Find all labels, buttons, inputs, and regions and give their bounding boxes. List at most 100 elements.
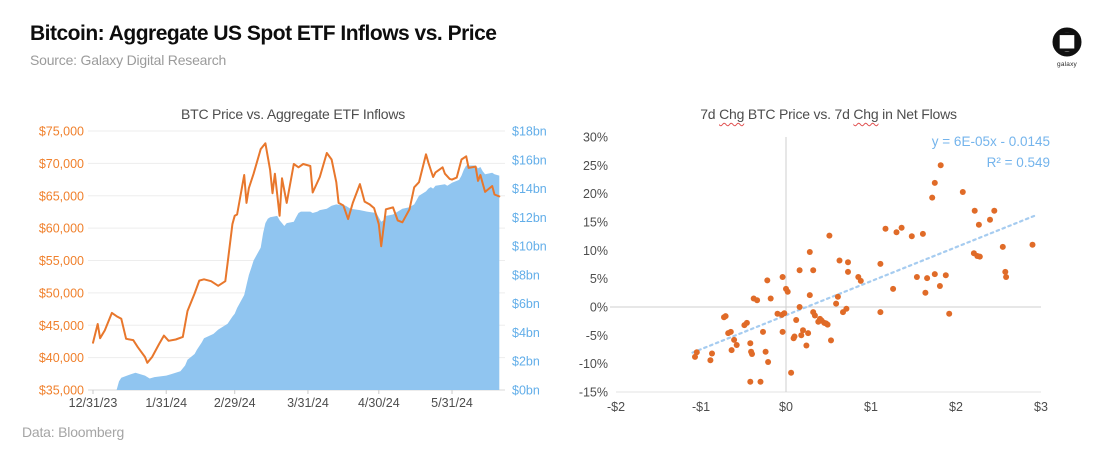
svg-text:-5%: -5% xyxy=(586,329,608,343)
svg-text:12/31/23: 12/31/23 xyxy=(69,396,118,410)
scatter-point xyxy=(793,317,800,323)
scatter-point xyxy=(693,349,700,356)
svg-text:1/31/24: 1/31/24 xyxy=(145,396,187,410)
svg-text:-$2: -$2 xyxy=(607,400,625,414)
etf-inflows-area xyxy=(93,165,500,390)
scatter-point xyxy=(991,207,998,214)
scatter-point xyxy=(1029,241,1036,248)
scatter-point xyxy=(707,357,714,364)
scatter-point xyxy=(922,289,929,296)
scatter-point xyxy=(937,162,944,169)
svg-text:$10bn: $10bn xyxy=(512,240,547,254)
trendline-equation-annotation: y = 6E-05x - 0.0145 R² = 0.549 xyxy=(838,131,1050,173)
scatter-point xyxy=(798,332,805,339)
scatter-point xyxy=(959,189,966,195)
galaxy-logo-label: galaxy xyxy=(1057,61,1077,68)
scatter-point xyxy=(942,272,949,279)
svg-text:$55,000: $55,000 xyxy=(39,254,84,268)
svg-text:$3: $3 xyxy=(1034,400,1048,414)
scatter-point xyxy=(754,297,761,304)
line-chart-title: BTC Price vs. Aggregate ETF Inflows xyxy=(180,106,406,122)
svg-text:$75,000: $75,000 xyxy=(39,125,84,139)
scatter-point xyxy=(975,221,982,228)
svg-text:$70,000: $70,000 xyxy=(39,157,84,171)
scatter-point xyxy=(764,277,771,284)
trendline xyxy=(691,214,1036,354)
scatter-point xyxy=(803,342,810,349)
scatter-point xyxy=(936,283,943,289)
scatter-point xyxy=(757,378,764,385)
svg-text:4/30/24: 4/30/24 xyxy=(358,396,400,410)
scatter-point xyxy=(800,327,806,334)
scatter-point xyxy=(833,300,840,307)
svg-text:$0bn: $0bn xyxy=(512,384,540,398)
scatter-point xyxy=(791,333,798,340)
scatter-point xyxy=(806,292,813,299)
scatter-point xyxy=(845,259,851,266)
scatter-chart-title: 7d Chg BTC Price vs. 7d Chg in Net Flows xyxy=(606,106,1051,122)
scatter-point xyxy=(722,313,729,320)
svg-text:$2bn: $2bn xyxy=(512,355,540,369)
scatter-point xyxy=(836,257,843,264)
svg-text:$4bn: $4bn xyxy=(512,326,540,340)
title-part: BTC Price vs. 7d xyxy=(744,106,854,122)
scatter-point xyxy=(779,274,786,280)
svg-text:$18bn: $18bn xyxy=(512,125,547,139)
scatter-point xyxy=(743,319,750,326)
scatter-point xyxy=(976,253,983,260)
scatter-point xyxy=(843,305,850,312)
svg-text:10%: 10% xyxy=(583,244,608,258)
galaxy-logo: galaxy xyxy=(1048,26,1086,68)
svg-text:$8bn: $8bn xyxy=(512,268,540,282)
scatter-point xyxy=(893,229,900,236)
trendline-equation: y = 6E-05x - 0.0145 xyxy=(931,134,1050,149)
scatter-point xyxy=(811,312,818,319)
title-part-spellcheck: Chg xyxy=(719,106,745,122)
scatter-point xyxy=(987,216,993,223)
circle-square-logo-icon xyxy=(1052,27,1082,57)
scatter-point xyxy=(806,249,813,255)
scatter-point xyxy=(728,347,735,354)
scatter-point xyxy=(890,285,897,292)
svg-text:20%: 20% xyxy=(583,187,608,201)
svg-text:3/31/24: 3/31/24 xyxy=(287,396,329,410)
scatter-point xyxy=(796,267,803,274)
scatter-point xyxy=(796,304,803,310)
svg-text:0%: 0% xyxy=(590,301,608,315)
svg-text:$60,000: $60,000 xyxy=(39,222,84,236)
scatter-point xyxy=(877,309,884,316)
scatter-point xyxy=(1002,268,1009,275)
scatter-point xyxy=(828,337,834,344)
svg-text:$65,000: $65,000 xyxy=(39,189,84,203)
svg-text:$45,000: $45,000 xyxy=(39,319,84,333)
scatter-point xyxy=(946,310,953,317)
scatter-point xyxy=(692,353,698,360)
svg-text:$50,000: $50,000 xyxy=(39,286,84,300)
svg-text:25%: 25% xyxy=(583,159,608,173)
scatter-point xyxy=(733,342,740,348)
scatter-point xyxy=(747,340,754,347)
scatter-point xyxy=(919,230,926,237)
title-part-spellcheck: Chg xyxy=(853,106,879,122)
scatter-point xyxy=(908,233,915,240)
scatter-point xyxy=(747,378,754,385)
svg-text:$16bn: $16bn xyxy=(512,153,547,167)
scatter-point xyxy=(929,194,936,201)
scatter-point xyxy=(857,277,864,284)
scatter-point xyxy=(810,267,817,274)
page-title: Bitcoin: Aggregate US Spot ETF Inflows v… xyxy=(30,22,497,45)
scatter-point xyxy=(781,310,788,317)
scatter-point xyxy=(779,328,786,335)
source-subtitle: Source: Galaxy Digital Research xyxy=(30,52,227,68)
svg-text:30%: 30% xyxy=(583,131,608,145)
scatter-point xyxy=(971,207,978,214)
svg-text:$40,000: $40,000 xyxy=(39,351,84,365)
scatter-point xyxy=(826,232,833,239)
scatter-point xyxy=(824,321,831,328)
scatter-point xyxy=(882,225,889,232)
scatter-point xyxy=(784,288,791,295)
scatter-point xyxy=(845,268,851,275)
scatter-point xyxy=(788,369,795,376)
